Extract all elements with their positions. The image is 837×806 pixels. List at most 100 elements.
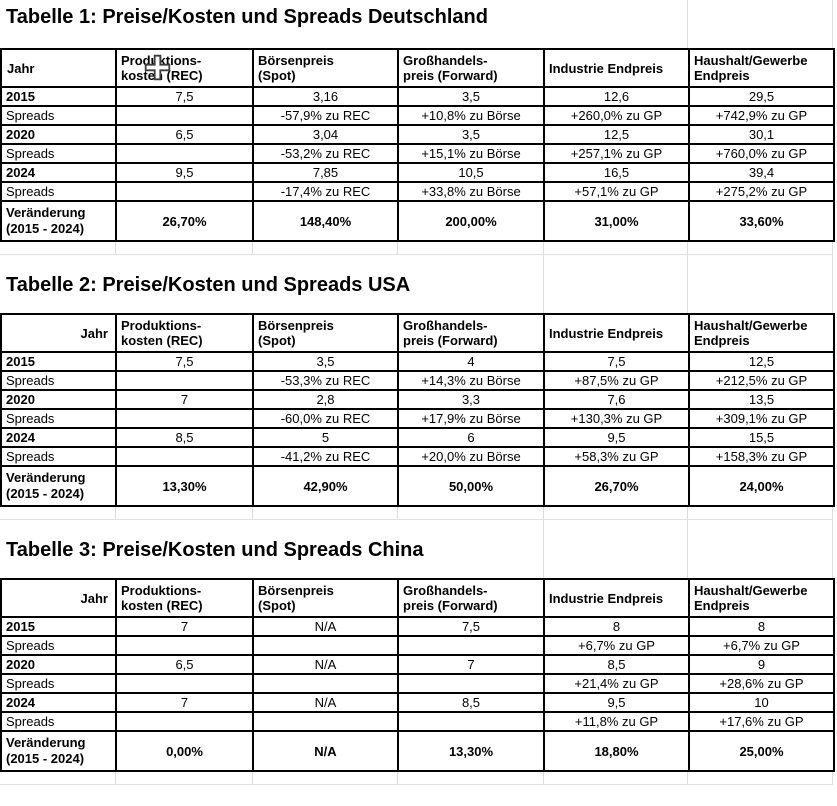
cell-value[interactable]: -17,4% zu REC: [252, 181, 399, 202]
cell-value[interactable]: 10,5: [397, 162, 545, 183]
column-header[interactable]: Haushalt/Gewerbe Endpreis: [688, 48, 835, 88]
cell-value[interactable]: 10: [688, 692, 835, 713]
cell-value[interactable]: 3,5: [397, 86, 545, 107]
cell-value[interactable]: +260,0% zu GP: [543, 105, 690, 126]
cell-value[interactable]: [115, 143, 254, 164]
cell-value[interactable]: +158,3% zu GP: [688, 446, 835, 467]
cell-value[interactable]: 7,5: [543, 351, 690, 372]
cell-value[interactable]: 39,4: [688, 162, 835, 183]
cell-value[interactable]: 9: [688, 654, 835, 675]
cell-value[interactable]: 3,16: [252, 86, 399, 107]
cell-value[interactable]: 7,5: [115, 351, 254, 372]
cell-value[interactable]: -41,2% zu REC: [252, 446, 399, 467]
cell-value[interactable]: -57,9% zu REC: [252, 105, 399, 126]
cell-value[interactable]: 12,5: [543, 124, 690, 145]
column-header-jahr[interactable]: Jahr: [0, 578, 117, 618]
cell-value[interactable]: +6,7% zu GP: [543, 635, 690, 656]
column-header[interactable]: Produktions-kosten (REC): [115, 313, 254, 353]
cell-value[interactable]: +20,0% zu Börse: [397, 446, 545, 467]
cell-value[interactable]: N/A: [252, 654, 399, 675]
cell-value[interactable]: +58,3% zu GP: [543, 446, 690, 467]
row-label-spreads[interactable]: Spreads: [0, 673, 117, 694]
cell-value[interactable]: 8: [543, 616, 690, 637]
cell-value[interactable]: [397, 711, 545, 732]
cell-value[interactable]: 5: [252, 427, 399, 448]
cell-value[interactable]: 8,5: [397, 692, 545, 713]
row-label-year[interactable]: 2015: [0, 351, 117, 372]
cell-value[interactable]: 3,04: [252, 124, 399, 145]
cell-value[interactable]: 12,5: [688, 351, 835, 372]
row-label-year[interactable]: 2020: [0, 654, 117, 675]
cell-value[interactable]: -60,0% zu REC: [252, 408, 399, 429]
cell-value[interactable]: 7,85: [252, 162, 399, 183]
row-label-change[interactable]: Veränderung (2015 - 2024): [0, 730, 117, 772]
column-header[interactable]: Börsenpreis (Spot): [252, 48, 399, 88]
cell-value[interactable]: [115, 711, 254, 732]
cell-value[interactable]: 26,70%: [115, 200, 254, 242]
row-label-spreads[interactable]: Spreads: [0, 446, 117, 467]
table-title-china[interactable]: Tabelle 3: Preise/Kosten und Spreads Chi…: [0, 537, 432, 564]
cell-value[interactable]: +57,1% zu GP: [543, 181, 690, 202]
cell-value[interactable]: [252, 673, 399, 694]
cell-value[interactable]: 7: [397, 654, 545, 675]
cell-value[interactable]: 8,5: [115, 427, 254, 448]
column-header[interactable]: Börsenpreis (Spot): [252, 578, 399, 618]
row-label-year[interactable]: 2015: [0, 616, 117, 637]
row-label-change[interactable]: Veränderung (2015 - 2024): [0, 465, 117, 507]
cell-value[interactable]: 26,70%: [543, 465, 690, 507]
cell-value[interactable]: 4: [397, 351, 545, 372]
cell-value[interactable]: +15,1% zu Börse: [397, 143, 545, 164]
cell-value[interactable]: +28,6% zu GP: [688, 673, 835, 694]
column-header[interactable]: Großhandels-preis (Forward): [397, 313, 545, 353]
cell-value[interactable]: -53,2% zu REC: [252, 143, 399, 164]
cell-value[interactable]: [115, 635, 254, 656]
cell-value[interactable]: 25,00%: [688, 730, 835, 772]
column-header[interactable]: Haushalt/Gewerbe Endpreis: [688, 313, 835, 353]
cell-value[interactable]: 15,5: [688, 427, 835, 448]
column-header[interactable]: Haushalt/Gewerbe Endpreis: [688, 578, 835, 618]
cell-value[interactable]: 12,6: [543, 86, 690, 107]
cell-value[interactable]: +21,4% zu GP: [543, 673, 690, 694]
cell-value[interactable]: 0,00%: [115, 730, 254, 772]
cell-value[interactable]: [115, 370, 254, 391]
cell-value[interactable]: [115, 673, 254, 694]
cell-value[interactable]: 50,00%: [397, 465, 545, 507]
cell-value[interactable]: 13,5: [688, 389, 835, 410]
cell-value[interactable]: +309,1% zu GP: [688, 408, 835, 429]
cell-value[interactable]: [115, 105, 254, 126]
cell-value[interactable]: 42,90%: [252, 465, 399, 507]
cell-value[interactable]: -53,3% zu REC: [252, 370, 399, 391]
row-label-spreads[interactable]: Spreads: [0, 105, 117, 126]
column-header[interactable]: Industrie Endpreis: [543, 48, 690, 88]
row-label-year[interactable]: 2015: [0, 86, 117, 107]
cell-value[interactable]: +33,8% zu Börse: [397, 181, 545, 202]
cell-value[interactable]: +10,8% zu Börse: [397, 105, 545, 126]
cell-value[interactable]: 7,5: [115, 86, 254, 107]
row-label-spreads[interactable]: Spreads: [0, 143, 117, 164]
cell-value[interactable]: 9,5: [543, 692, 690, 713]
cell-value[interactable]: +212,5% zu GP: [688, 370, 835, 391]
cell-value[interactable]: 2,8: [252, 389, 399, 410]
row-label-year[interactable]: 2024: [0, 162, 117, 183]
column-header[interactable]: Produktions-kosten (REC): [115, 48, 254, 88]
row-label-year[interactable]: 2020: [0, 124, 117, 145]
cell-value[interactable]: 7,6: [543, 389, 690, 410]
column-header-jahr[interactable]: Jahr: [0, 48, 117, 88]
column-header[interactable]: Großhandels-preis (Forward): [397, 48, 545, 88]
column-header[interactable]: Industrie Endpreis: [543, 578, 690, 618]
cell-value[interactable]: 16,5: [543, 162, 690, 183]
cell-value[interactable]: 29,5: [688, 86, 835, 107]
cell-value[interactable]: 13,30%: [115, 465, 254, 507]
cell-value[interactable]: N/A: [252, 692, 399, 713]
cell-value[interactable]: +760,0% zu GP: [688, 143, 835, 164]
cell-value[interactable]: [115, 408, 254, 429]
row-label-spreads[interactable]: Spreads: [0, 370, 117, 391]
cell-value[interactable]: 8,5: [543, 654, 690, 675]
cell-value[interactable]: [115, 446, 254, 467]
cell-value[interactable]: 7: [115, 389, 254, 410]
cell-value[interactable]: [397, 635, 545, 656]
cell-value[interactable]: 30,1: [688, 124, 835, 145]
column-header[interactable]: Börsenpreis (Spot): [252, 313, 399, 353]
cell-value[interactable]: +17,6% zu GP: [688, 711, 835, 732]
row-label-spreads[interactable]: Spreads: [0, 711, 117, 732]
